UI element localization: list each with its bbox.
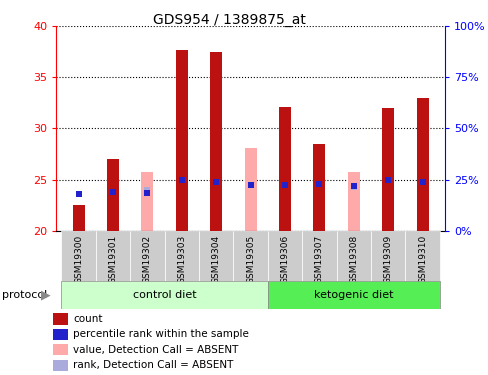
- Bar: [141, 172, 153, 231]
- Text: GSM19306: GSM19306: [280, 235, 289, 284]
- Bar: [61, 231, 96, 281]
- Bar: [336, 231, 370, 281]
- Text: GSM19300: GSM19300: [74, 235, 83, 284]
- Bar: [53, 314, 67, 324]
- Text: control diet: control diet: [133, 290, 196, 300]
- Bar: [279, 107, 290, 231]
- Text: GSM19303: GSM19303: [177, 235, 186, 284]
- Text: protocol: protocol: [2, 290, 48, 300]
- Text: count: count: [73, 314, 102, 324]
- Text: GSM19309: GSM19309: [383, 235, 392, 284]
- Text: GSM19302: GSM19302: [142, 235, 152, 284]
- Bar: [370, 231, 405, 281]
- Text: value, Detection Call = ABSENT: value, Detection Call = ABSENT: [73, 345, 238, 355]
- Text: GSM19301: GSM19301: [108, 235, 117, 284]
- Text: ketogenic diet: ketogenic diet: [313, 290, 393, 300]
- Bar: [416, 98, 428, 231]
- Bar: [267, 231, 302, 281]
- Text: percentile rank within the sample: percentile rank within the sample: [73, 330, 248, 339]
- Bar: [405, 231, 439, 281]
- Bar: [233, 231, 267, 281]
- Bar: [347, 172, 359, 231]
- Bar: [244, 148, 256, 231]
- Text: GSM19304: GSM19304: [211, 235, 220, 284]
- Text: GSM19310: GSM19310: [417, 235, 426, 284]
- Bar: [96, 231, 130, 281]
- Text: ▶: ▶: [41, 289, 50, 302]
- Text: GSM19307: GSM19307: [314, 235, 323, 284]
- Bar: [199, 231, 233, 281]
- Text: GDS954 / 1389875_at: GDS954 / 1389875_at: [153, 13, 305, 27]
- Text: GSM19308: GSM19308: [348, 235, 358, 284]
- Bar: [210, 52, 222, 231]
- Bar: [267, 281, 439, 309]
- Bar: [382, 108, 393, 231]
- Text: GSM19305: GSM19305: [245, 235, 255, 284]
- Bar: [61, 281, 267, 309]
- Bar: [53, 344, 67, 355]
- Bar: [164, 231, 199, 281]
- Bar: [313, 144, 325, 231]
- Bar: [107, 159, 119, 231]
- Bar: [130, 231, 164, 281]
- Text: rank, Detection Call = ABSENT: rank, Detection Call = ABSENT: [73, 360, 233, 370]
- Bar: [53, 329, 67, 340]
- Bar: [53, 360, 67, 371]
- Bar: [175, 50, 187, 231]
- Bar: [302, 231, 336, 281]
- Bar: [72, 205, 84, 231]
